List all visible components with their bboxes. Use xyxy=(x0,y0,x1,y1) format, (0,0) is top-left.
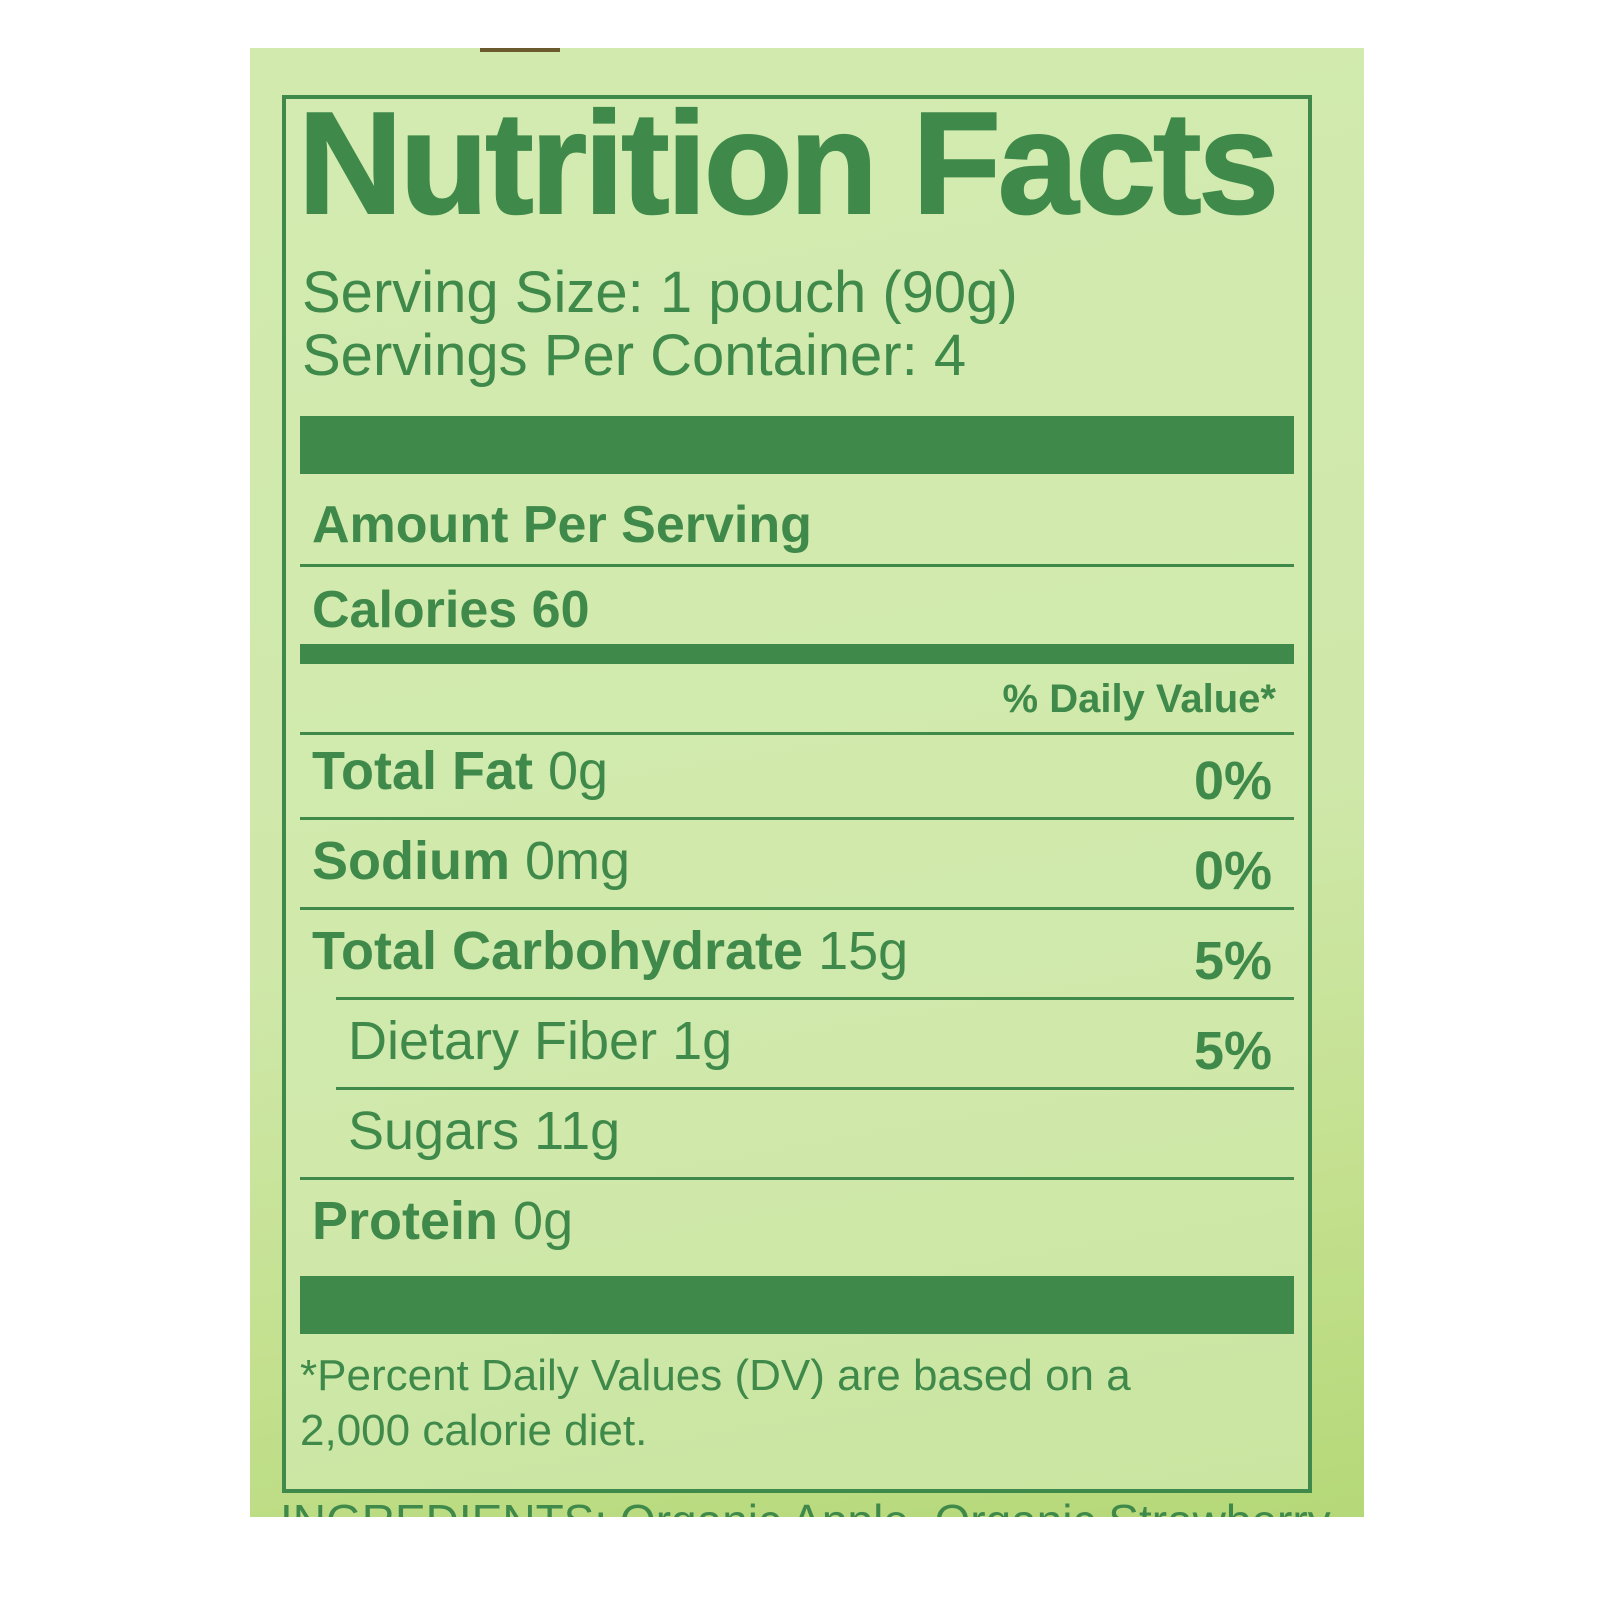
nutrient-row-total-carbohydrate: Total Carbohydrate 15g xyxy=(312,924,908,978)
nutrient-amount: 0mg xyxy=(525,831,631,891)
footnote-line-2: 2,000 calorie diet. xyxy=(300,1406,648,1455)
nutrient-amount: 0g xyxy=(513,1191,574,1251)
package-panel: Nutrition Facts Serving Size: 1 pouch (9… xyxy=(250,48,1364,1517)
dv-sodium: 0% xyxy=(1193,841,1272,901)
nutrient-name: Total Fat xyxy=(312,741,533,801)
nutrient-row-total-fat: Total Fat 0g xyxy=(312,744,608,798)
servings-per-container: Servings Per Container: 4 xyxy=(302,323,967,388)
ingredients: INGREDIENTS: Organic Apple, Organic Stra… xyxy=(280,1498,1331,1517)
divider xyxy=(300,1177,1294,1180)
nutrient-row-dietary-fiber: Dietary Fiber 1g xyxy=(348,1014,732,1068)
nutrition-facts-box: Nutrition Facts Serving Size: 1 pouch (9… xyxy=(282,90,1312,1493)
nutrient-amount: 0g xyxy=(548,741,609,801)
nutrient-name: Sodium xyxy=(312,831,510,891)
daily-value-header: % Daily Value* xyxy=(1002,677,1276,721)
divider xyxy=(336,997,1294,1000)
divider xyxy=(300,564,1294,567)
package-edge xyxy=(480,48,560,52)
nutrient-row-sugars: Sugars 11g xyxy=(348,1104,620,1158)
calories: Calories 60 xyxy=(312,584,590,636)
title: Nutrition Facts xyxy=(297,82,1280,244)
thick-divider xyxy=(300,416,1294,474)
nutrient-name: Dietary Fiber xyxy=(348,1011,658,1071)
divider xyxy=(300,732,1294,735)
divider xyxy=(300,817,1294,820)
amount-per-serving: Amount Per Serving xyxy=(312,496,812,554)
serving-size: Serving Size: 1 pouch (90g) xyxy=(302,260,1018,325)
dv-total-carbohydrate: 5% xyxy=(1193,931,1272,991)
nutrient-name: Total Carbohydrate xyxy=(312,921,804,981)
nutrient-amount: 11g xyxy=(534,1101,621,1161)
divider xyxy=(300,907,1294,910)
calories-value: 60 xyxy=(531,581,590,639)
nutrient-name: Protein xyxy=(312,1191,499,1251)
nutrient-name: Sugars xyxy=(348,1101,520,1161)
thick-divider xyxy=(300,1276,1294,1334)
medium-divider xyxy=(300,644,1294,664)
nutrient-amount: 1g xyxy=(672,1011,733,1071)
nutrient-amount: 15g xyxy=(818,921,909,981)
divider xyxy=(336,1087,1294,1090)
footnote-line-1: *Percent Daily Values (DV) are based on … xyxy=(300,1351,1131,1400)
nutrient-row-sodium: Sodium 0mg xyxy=(312,834,630,888)
nutrient-row-protein: Protein 0g xyxy=(312,1194,573,1248)
calories-label: Calories xyxy=(312,581,518,639)
dv-total-fat: 0% xyxy=(1193,751,1272,811)
dv-dietary-fiber: 5% xyxy=(1193,1021,1272,1081)
